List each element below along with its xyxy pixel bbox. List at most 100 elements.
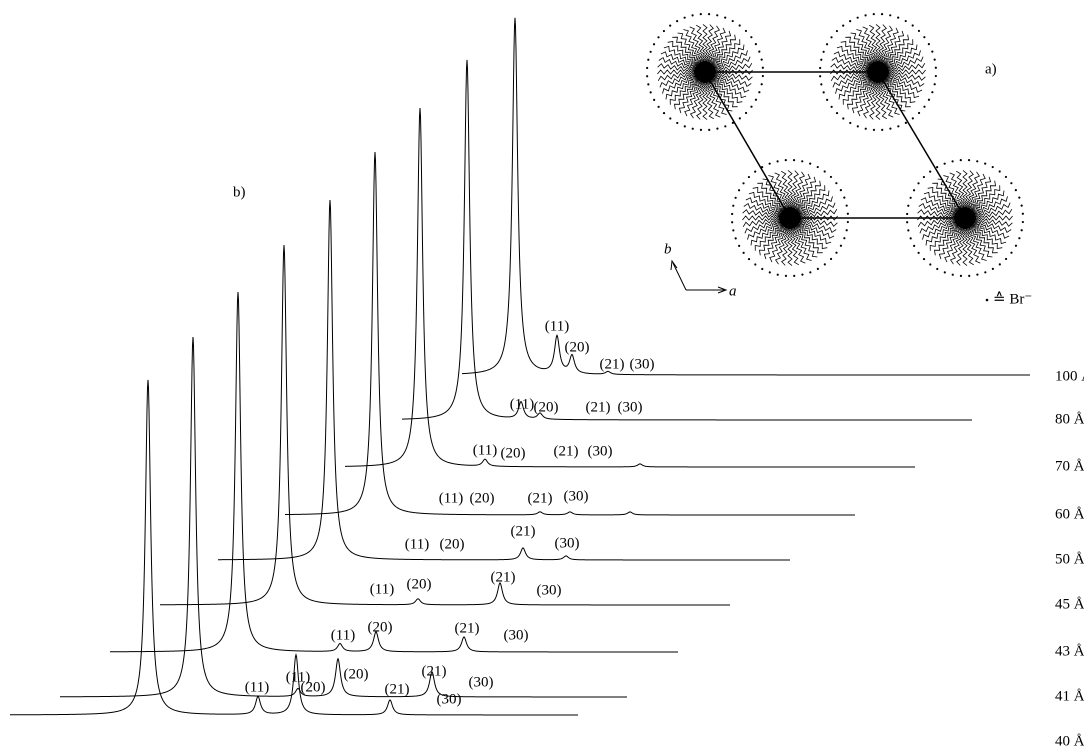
counterion (960, 275, 962, 277)
counterion (761, 83, 763, 85)
counterion (819, 75, 821, 77)
counterion (889, 128, 891, 130)
counterion (1010, 182, 1012, 184)
counterion (1010, 252, 1012, 254)
counterion (801, 274, 803, 276)
chain (886, 70, 926, 74)
peak-label: (20) (470, 490, 495, 506)
counterion (653, 43, 655, 45)
counterion (976, 274, 978, 276)
counterion (935, 67, 937, 69)
counterion (823, 91, 825, 93)
peak-label: (30) (504, 627, 529, 643)
counterion (836, 30, 838, 32)
micelle-core (954, 207, 976, 229)
counterion (835, 252, 837, 254)
counterion (984, 163, 986, 165)
counterion (708, 129, 710, 131)
counterion (934, 58, 936, 60)
peak-label: (11) (405, 536, 429, 552)
counterion (755, 99, 757, 101)
trace-label: 100 Å (1055, 368, 1084, 384)
counterion (669, 25, 671, 27)
counterion (944, 271, 946, 273)
counterion (952, 274, 954, 276)
peak-label: (21) (422, 663, 447, 679)
micelle-core (779, 207, 801, 229)
counterion (801, 160, 803, 162)
counterion (653, 99, 655, 101)
counterion (992, 166, 994, 168)
counterion (906, 213, 908, 215)
counterion (777, 274, 779, 276)
legend-text: ≙ Br⁻ (993, 290, 1032, 307)
counterion (917, 182, 919, 184)
counterion (1015, 189, 1017, 191)
chain (876, 24, 880, 64)
counterion (907, 229, 909, 231)
trace-label: 45 Å (1055, 596, 1084, 612)
counterion (793, 159, 795, 161)
trace-label: 41 Å (1055, 688, 1084, 704)
counterion (738, 189, 740, 191)
counterion (732, 122, 734, 124)
counterion (951, 160, 953, 162)
counterion (754, 171, 756, 173)
micelle-core (867, 61, 889, 83)
counterion (676, 20, 678, 22)
counterion (843, 237, 845, 239)
counterion (735, 197, 737, 199)
counterion (820, 59, 822, 61)
counterion (931, 51, 933, 53)
peak-label: (21) (491, 569, 516, 585)
counterion (793, 275, 795, 277)
chain (742, 216, 782, 220)
counterion (889, 14, 891, 16)
trace (10, 380, 578, 715)
counterion (663, 112, 665, 114)
counterion (663, 30, 665, 32)
counterion (809, 163, 811, 165)
counterion (1018, 237, 1020, 239)
counterion (769, 271, 771, 273)
counterion (999, 263, 1001, 265)
counterion (724, 17, 726, 19)
counterion (999, 170, 1001, 172)
counterion (831, 106, 833, 108)
counterion (968, 275, 970, 277)
counterion (684, 17, 686, 19)
trace-label: 50 Å (1055, 551, 1084, 567)
counterion (836, 112, 838, 114)
counterion (897, 17, 899, 19)
counterion (755, 43, 757, 45)
counterion (935, 75, 937, 77)
counterion (724, 125, 726, 127)
counterion (912, 24, 914, 26)
counterion (745, 112, 747, 114)
peak-label: (11) (510, 396, 534, 412)
peak-label: (30) (555, 535, 580, 551)
panel-label: a) (985, 61, 997, 77)
counterion (918, 112, 920, 114)
counterion (776, 160, 778, 162)
peak-label: (30) (618, 399, 643, 415)
counterion (762, 67, 764, 69)
peak-label: (21) (528, 490, 553, 506)
counterion (907, 205, 909, 207)
counterion (745, 30, 747, 32)
counterion (824, 263, 826, 265)
peak-label: (11) (545, 318, 569, 334)
counterion (1021, 229, 1023, 231)
counterion (918, 30, 920, 32)
counterion (840, 189, 842, 191)
counterion (912, 117, 914, 119)
chain (963, 170, 967, 210)
counterion (934, 83, 936, 85)
counterion (1005, 258, 1007, 260)
counterion (992, 268, 994, 270)
counterion (823, 51, 825, 53)
counterion (684, 125, 686, 127)
counterion (708, 13, 710, 15)
counterion (843, 197, 845, 199)
peak-label: (21) (586, 399, 611, 415)
